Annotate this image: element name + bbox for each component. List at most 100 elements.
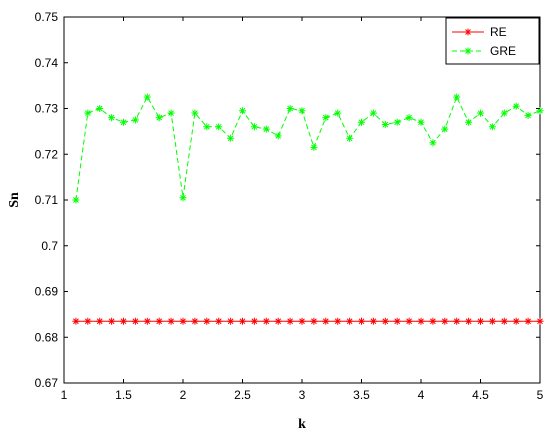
data-point-re [203,317,211,325]
data-point-re [262,317,270,325]
data-point-gre [298,107,306,115]
legend-item-gre: GRE [452,44,516,58]
data-point-gre [405,114,413,122]
legend-box [445,17,540,65]
x-tick-label: 1.5 [115,388,132,402]
data-point-gre [96,105,104,112]
data-point-re [274,317,282,325]
data-point-re [239,317,246,325]
data-point-re [286,317,294,325]
data-point-gre [262,125,270,133]
data-point-gre [108,114,116,122]
data-point-re [536,317,544,325]
data-point-gre [393,118,401,126]
x-tick-label: 3.5 [353,388,370,402]
data-point-re [346,317,354,325]
data-point-re [131,317,139,325]
data-point-gre [500,109,508,117]
data-point-gre [84,109,92,117]
data-point-re [96,317,104,325]
data-point-re [250,317,258,325]
y-tick-label: 0.69 [35,285,59,299]
data-point-re [215,317,223,325]
series-line-gre [75,95,541,201]
data-point-re [417,317,425,325]
data-point-gre [239,107,246,115]
data-point-gre [429,139,437,147]
data-point-gre [203,123,211,131]
legend-item-re: RE [452,25,507,39]
x-tick-label: 4 [418,388,425,402]
data-point-gre [334,109,342,117]
data-point-re [369,317,377,325]
data-point-gre [215,123,223,131]
legend-marker-gre [464,47,472,55]
data-point-gre [369,109,377,117]
data-point-re [500,317,508,325]
data-point-re [429,317,437,325]
x-tick-label: 3 [299,388,306,402]
data-point-gre [191,109,199,117]
data-point-re [155,317,163,325]
y-tick-label: 0.67 [35,376,59,390]
data-point-gre [120,118,127,126]
x-tick-label: 5 [537,388,544,402]
axis-layer: 1 1.5 2 2.5 3 3.5 4 4.5 5 0.67 0.68 0.69 0.7 0.71 0.72… [35,10,544,402]
data-point-gre [346,134,354,142]
data-point-re [143,317,151,325]
data-point-gre [465,118,473,126]
x-tick-label: 2 [180,388,187,402]
data-point-re [179,317,187,325]
data-point-re [477,317,484,325]
data-point-re [358,317,365,325]
data-point-gre [512,102,520,110]
data-point-gre [72,196,80,204]
data-point-gre [155,114,163,122]
data-point-re [465,317,473,325]
series-gre [72,93,544,204]
data-point-gre [488,123,496,131]
plot-area [63,16,541,384]
data-point-re [167,317,175,325]
data-point-gre [274,132,282,140]
y-axis-label: Sn [7,192,22,208]
y-tick-label: 0.71 [35,193,59,207]
data-point-re [381,317,389,325]
data-point-re [72,317,80,325]
data-point-re [488,317,496,325]
x-axis-label: k [298,417,306,432]
data-point-gre [441,125,449,133]
series-re [72,317,544,325]
data-point-gre [453,93,461,101]
legend-items: RE GRE [452,25,516,58]
data-point-re [334,317,342,325]
y-tick-label: 0.75 [35,10,59,24]
data-point-re [298,317,306,325]
data-point-gre [286,105,294,112]
data-point-re [227,317,235,325]
y-tick-label: 0.73 [35,102,59,116]
data-point-gre [131,116,139,124]
data-point-gre [179,194,187,202]
data-point-gre [227,134,235,142]
data-point-re [512,317,520,325]
data-point-re [108,317,116,325]
data-point-re [441,317,449,325]
data-point-gre [524,111,532,119]
data-point-gre [477,109,484,117]
data-point-gre [417,118,425,126]
data-point-re [393,317,401,325]
data-point-gre [167,109,175,117]
x-tick-label: 4.5 [472,388,489,402]
data-point-re [84,317,92,325]
x-tick-label: 1 [61,388,68,402]
data-point-re [453,317,461,325]
data-point-re [524,317,532,325]
legend-label-re: RE [490,25,507,39]
data-point-gre [250,123,258,131]
data-point-gre [143,93,151,101]
legend-marker-re [464,28,472,36]
data-point-gre [381,121,389,129]
legend-label-gre: GRE [490,44,516,58]
